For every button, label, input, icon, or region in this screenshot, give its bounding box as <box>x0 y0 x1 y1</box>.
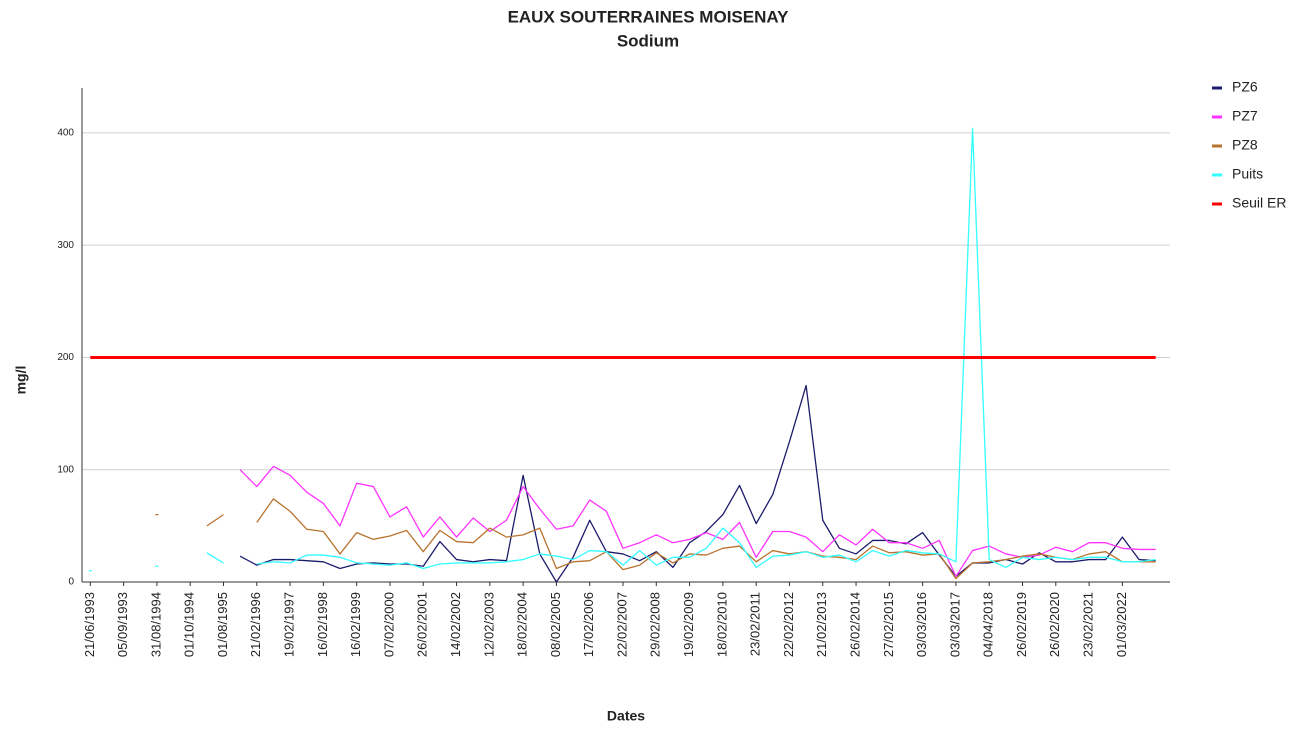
x-axis-label: Dates <box>607 708 645 724</box>
series-line <box>88 127 1156 572</box>
x-tick-label: 07/02/2000 <box>381 592 396 657</box>
x-tick-label: 18/02/2010 <box>714 592 729 657</box>
x-tick-label: 03/03/2017 <box>947 592 962 657</box>
legend-label: PZ7 <box>1232 108 1258 124</box>
x-tick-label: 29/02/2008 <box>648 592 663 657</box>
x-tick-label: 12/02/2003 <box>481 592 496 657</box>
x-tick-label: 08/02/2005 <box>548 592 563 657</box>
x-tick-label: 26/02/2001 <box>415 592 430 657</box>
x-tick-label: 16/02/1998 <box>315 592 330 657</box>
x-tick-label: 22/02/2007 <box>614 592 629 657</box>
y-tick-label: 0 <box>68 577 74 588</box>
x-tick-label: 04/04/2018 <box>981 592 996 657</box>
x-tick-label: 21/02/2013 <box>814 592 829 657</box>
x-tick-label: 22/02/2012 <box>781 592 796 657</box>
x-tick-label: 01/03/2022 <box>1114 592 1129 657</box>
x-tick-label: 26/02/2014 <box>847 592 862 657</box>
x-tick-label: 21/06/1993 <box>82 592 97 657</box>
series-line <box>239 465 1156 578</box>
y-tick-label: 300 <box>57 240 74 251</box>
x-tick-label: 01/10/1994 <box>182 592 197 657</box>
legend-label: Seuil ER <box>1232 195 1286 211</box>
x-tick-label: 05/09/1993 <box>115 592 130 657</box>
legend-label: PZ6 <box>1232 79 1258 95</box>
x-tick-label: 21/02/1996 <box>248 592 263 657</box>
x-tick-label: 26/02/2020 <box>1047 592 1062 657</box>
x-tick-label: 23/02/2011 <box>748 592 763 656</box>
chart-subtitle: Sodium <box>617 31 679 50</box>
series-line <box>155 498 1156 580</box>
x-tick-label: 17/02/2006 <box>581 592 596 657</box>
chart-title: EAUX SOUTERRAINES MOISENAY <box>508 7 790 26</box>
x-tick-label: 19/02/2009 <box>681 592 696 657</box>
y-axis-label: mg/l <box>13 366 29 395</box>
x-tick-label: 16/02/1999 <box>348 592 363 657</box>
x-tick-label: 31/08/1994 <box>148 592 163 657</box>
x-tick-label: 26/02/2019 <box>1014 592 1029 657</box>
legend-label: Puits <box>1232 166 1263 182</box>
x-tick-label: 18/02/2004 <box>515 592 530 657</box>
x-tick-label: 01/08/1995 <box>215 592 230 657</box>
legend-label: PZ8 <box>1232 137 1258 153</box>
y-tick-label: 100 <box>57 464 74 475</box>
x-tick-label: 03/03/2016 <box>914 592 929 657</box>
x-tick-label: 19/02/1997 <box>282 592 297 657</box>
y-tick-label: 400 <box>57 128 74 139</box>
x-tick-label: 23/02/2021 <box>1081 592 1096 657</box>
y-tick-label: 200 <box>57 352 74 363</box>
x-tick-label: 14/02/2002 <box>448 592 463 657</box>
x-tick-label: 27/02/2015 <box>881 592 896 657</box>
